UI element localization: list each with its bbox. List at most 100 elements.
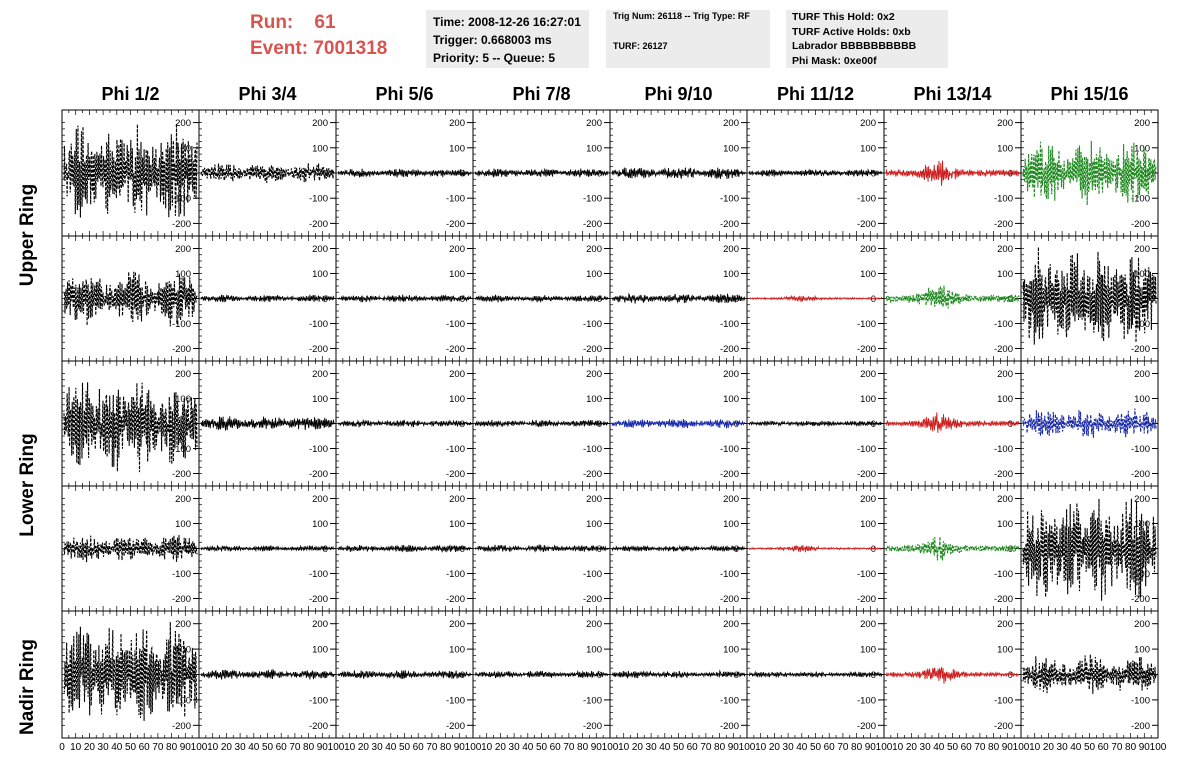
waveform-trace [885, 536, 1020, 561]
y-tick-label: -200 [720, 721, 739, 732]
y-tick-label: -100 [994, 695, 1013, 706]
x-tick-label: 10 [70, 742, 82, 753]
y-tick-label: 200 [175, 118, 191, 129]
y-tick-label: 200 [723, 118, 739, 129]
y-tick-label: 100 [723, 143, 739, 154]
panel-r0-c4: 200 100 0 -100 -200 [609, 109, 748, 237]
y-tick-label: 200 [997, 118, 1013, 129]
y-tick-label: -200 [583, 721, 602, 732]
column-label-phi-9-10: Phi 9/10 [644, 84, 713, 104]
y-tick-label: 200 [1134, 619, 1150, 630]
trigger-info-box: Trig Num: 26118 -- Trig Type: RF TURF: 2… [606, 10, 770, 68]
y-tick-label: 100 [723, 394, 739, 405]
y-tick-label: -200 [172, 721, 191, 732]
waveform-trace [885, 160, 1020, 186]
y-tick-label: 100 [312, 269, 328, 280]
y-tick-label: -100 [857, 569, 876, 580]
y-tick-label: -100 [583, 695, 602, 706]
y-tick-label: 0 [186, 544, 191, 555]
y-tick-label: -200 [583, 219, 602, 230]
waveform-trace [63, 271, 198, 327]
y-tick-label: -200 [720, 219, 739, 230]
panel-r0-c5: 200 100 0 -100 -200 [746, 109, 885, 237]
trig-num-text: Trig Num: 26118 -- Trig Type: RF [613, 11, 750, 21]
panel-r0-c3: 200 100 0 -100 -200 [472, 109, 611, 237]
x-tick-label: 30 [783, 742, 795, 753]
y-tick-label: 200 [860, 494, 876, 505]
y-tick-label: 200 [997, 619, 1013, 630]
y-tick-label: -100 [720, 444, 739, 455]
x-tick-label: 70 [563, 742, 575, 753]
column-label-phi-1-2: Phi 1/2 [101, 84, 160, 104]
waveform-trace [886, 667, 1020, 684]
y-tick-label: 100 [312, 143, 328, 154]
waveform-trace [337, 670, 472, 680]
time-text: Time: 2008-12-26 16:27:01 [433, 15, 581, 29]
y-tick-label: -200 [172, 344, 191, 355]
x-tick-label: 100 [1150, 742, 1167, 753]
time-info-box: Time: 2008-12-26 16:27:01 Trigger: 0.668… [426, 10, 589, 68]
y-tick-label: -200 [309, 721, 328, 732]
y-tick-label: -200 [309, 594, 328, 605]
x-tick-label: 60 [550, 742, 562, 753]
y-tick-label: -100 [172, 319, 191, 330]
x-tick-label: 80 [166, 742, 178, 753]
x-tick-label: 40 [248, 742, 260, 753]
priority-text: Priority: 5 -- Queue: 5 [433, 51, 556, 65]
y-tick-label: 0 [1008, 670, 1013, 681]
y-tick-label: 100 [997, 394, 1013, 405]
x-tick-label: 100 [876, 742, 893, 753]
trigger-text: Trigger: 0.668003 ms [433, 33, 552, 47]
y-tick-label: 100 [449, 269, 465, 280]
panel-r4-c6: 200 100 0 -100 -200 [883, 610, 1022, 739]
x-tick-label: 40 [385, 742, 397, 753]
y-tick-label: -100 [720, 569, 739, 580]
y-tick-label: -200 [1131, 344, 1150, 355]
y-tick-label: 200 [997, 494, 1013, 505]
y-tick-label: 100 [449, 394, 465, 405]
y-tick-label: -200 [857, 594, 876, 605]
x-tick-label: 30 [509, 742, 521, 753]
waveform-trace [63, 123, 198, 218]
x-tick-label: 50 [399, 742, 411, 753]
y-tick-label: -100 [446, 569, 465, 580]
y-tick-label: -200 [994, 594, 1013, 605]
y-tick-label: 100 [860, 143, 876, 154]
waveform-trace [611, 292, 746, 304]
y-tick-label: 100 [1134, 645, 1150, 656]
waveform-trace [611, 544, 746, 553]
y-tick-label: 200 [449, 118, 465, 129]
waveform-trace [1022, 140, 1157, 206]
y-tick-label: -200 [1131, 721, 1150, 732]
y-tick-label: -200 [994, 344, 1013, 355]
x-tick-label: 50 [947, 742, 959, 753]
x-tick-label: 50 [810, 742, 822, 753]
y-tick-label: 200 [312, 369, 328, 380]
panel-r3-c0: 200 100 0 -100 -200 [61, 485, 200, 612]
y-tick-label: -200 [994, 469, 1013, 480]
x-tick-label: 10 [1029, 742, 1041, 753]
x-tick-label: 40 [659, 742, 671, 753]
x-tick-label: 90 [180, 742, 192, 753]
x-tick-label: 60 [276, 742, 288, 753]
y-tick-label: -200 [994, 219, 1013, 230]
y-tick-label: 200 [586, 369, 602, 380]
y-tick-label: -100 [720, 194, 739, 205]
y-tick-label: -200 [309, 469, 328, 480]
waveform-trace [1022, 498, 1157, 601]
x-tick-label: 50 [1084, 742, 1096, 753]
y-tick-label: 200 [449, 619, 465, 630]
y-tick-label: -200 [446, 219, 465, 230]
y-tick-label: -100 [720, 695, 739, 706]
x-tick-label: 90 [1002, 742, 1014, 753]
